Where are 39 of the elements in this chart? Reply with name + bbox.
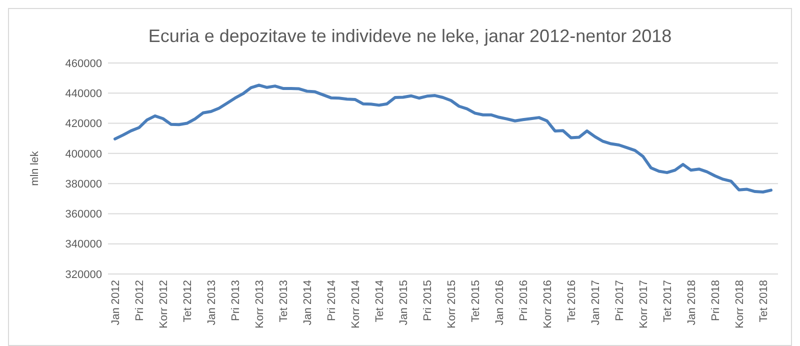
- x-tick-label: Pri 2014: [326, 280, 338, 321]
- x-tick-label: Korr 2012: [158, 280, 170, 328]
- x-tick-label: Tet 2014: [374, 280, 386, 322]
- line-series: [114, 84, 772, 194]
- x-tick-label: Pri 2012: [134, 280, 146, 321]
- x-tick-label: Pri 2016: [518, 280, 530, 321]
- x-tick-label: Korr 2015: [446, 280, 458, 328]
- x-tick-label: Jan 2014: [302, 280, 314, 326]
- x-tick-label: Jan 2013: [206, 280, 218, 326]
- x-tick-label: Korr 2013: [254, 280, 266, 328]
- x-tick-label: Jan 2012: [110, 280, 122, 326]
- x-tick-label: Tet 2015: [470, 280, 482, 322]
- x-tick-label: Korr 2014: [350, 280, 362, 328]
- y-tick-label: 340000: [65, 238, 102, 251]
- x-tick-label: Jan 2018: [686, 280, 698, 326]
- y-axis-title: mln lek: [29, 150, 41, 186]
- y-tick-label: 400000: [65, 148, 102, 160]
- x-tick-label: Tet 2016: [566, 280, 578, 322]
- x-tick-label: Jan 2017: [590, 280, 602, 326]
- y-tick-label: 320000: [65, 268, 102, 281]
- y-tick-label: 440000: [65, 88, 102, 100]
- x-tick-label: Tet 2012: [182, 280, 194, 322]
- x-tick-label: Pri 2013: [230, 280, 242, 321]
- x-tick-label: Jan 2015: [398, 280, 410, 326]
- x-tick-label: Pri 2015: [422, 280, 434, 321]
- x-tick-label: Tet 2013: [278, 280, 290, 322]
- x-tick-label: Pri 2017: [614, 280, 626, 321]
- y-tick-label: 460000: [65, 58, 102, 70]
- x-tick-label: Jan 2016: [494, 280, 506, 326]
- y-tick-label: 420000: [65, 118, 102, 130]
- x-tick-label: Tet 2018: [758, 280, 770, 322]
- y-tick-label: 360000: [65, 208, 102, 221]
- x-tick-label: Pri 2018: [710, 280, 722, 321]
- x-tick-label: Korr 2018: [734, 280, 746, 328]
- x-tick-label: Korr 2016: [542, 280, 554, 328]
- x-tick-label: Korr 2017: [638, 280, 650, 328]
- y-tick-label: 380000: [65, 178, 102, 190]
- x-tick-label: Tet 2017: [662, 280, 674, 322]
- chart-title: Ecuria e depozitave te individeve ne leke, janar 2012-nentor 2018: [148, 26, 672, 46]
